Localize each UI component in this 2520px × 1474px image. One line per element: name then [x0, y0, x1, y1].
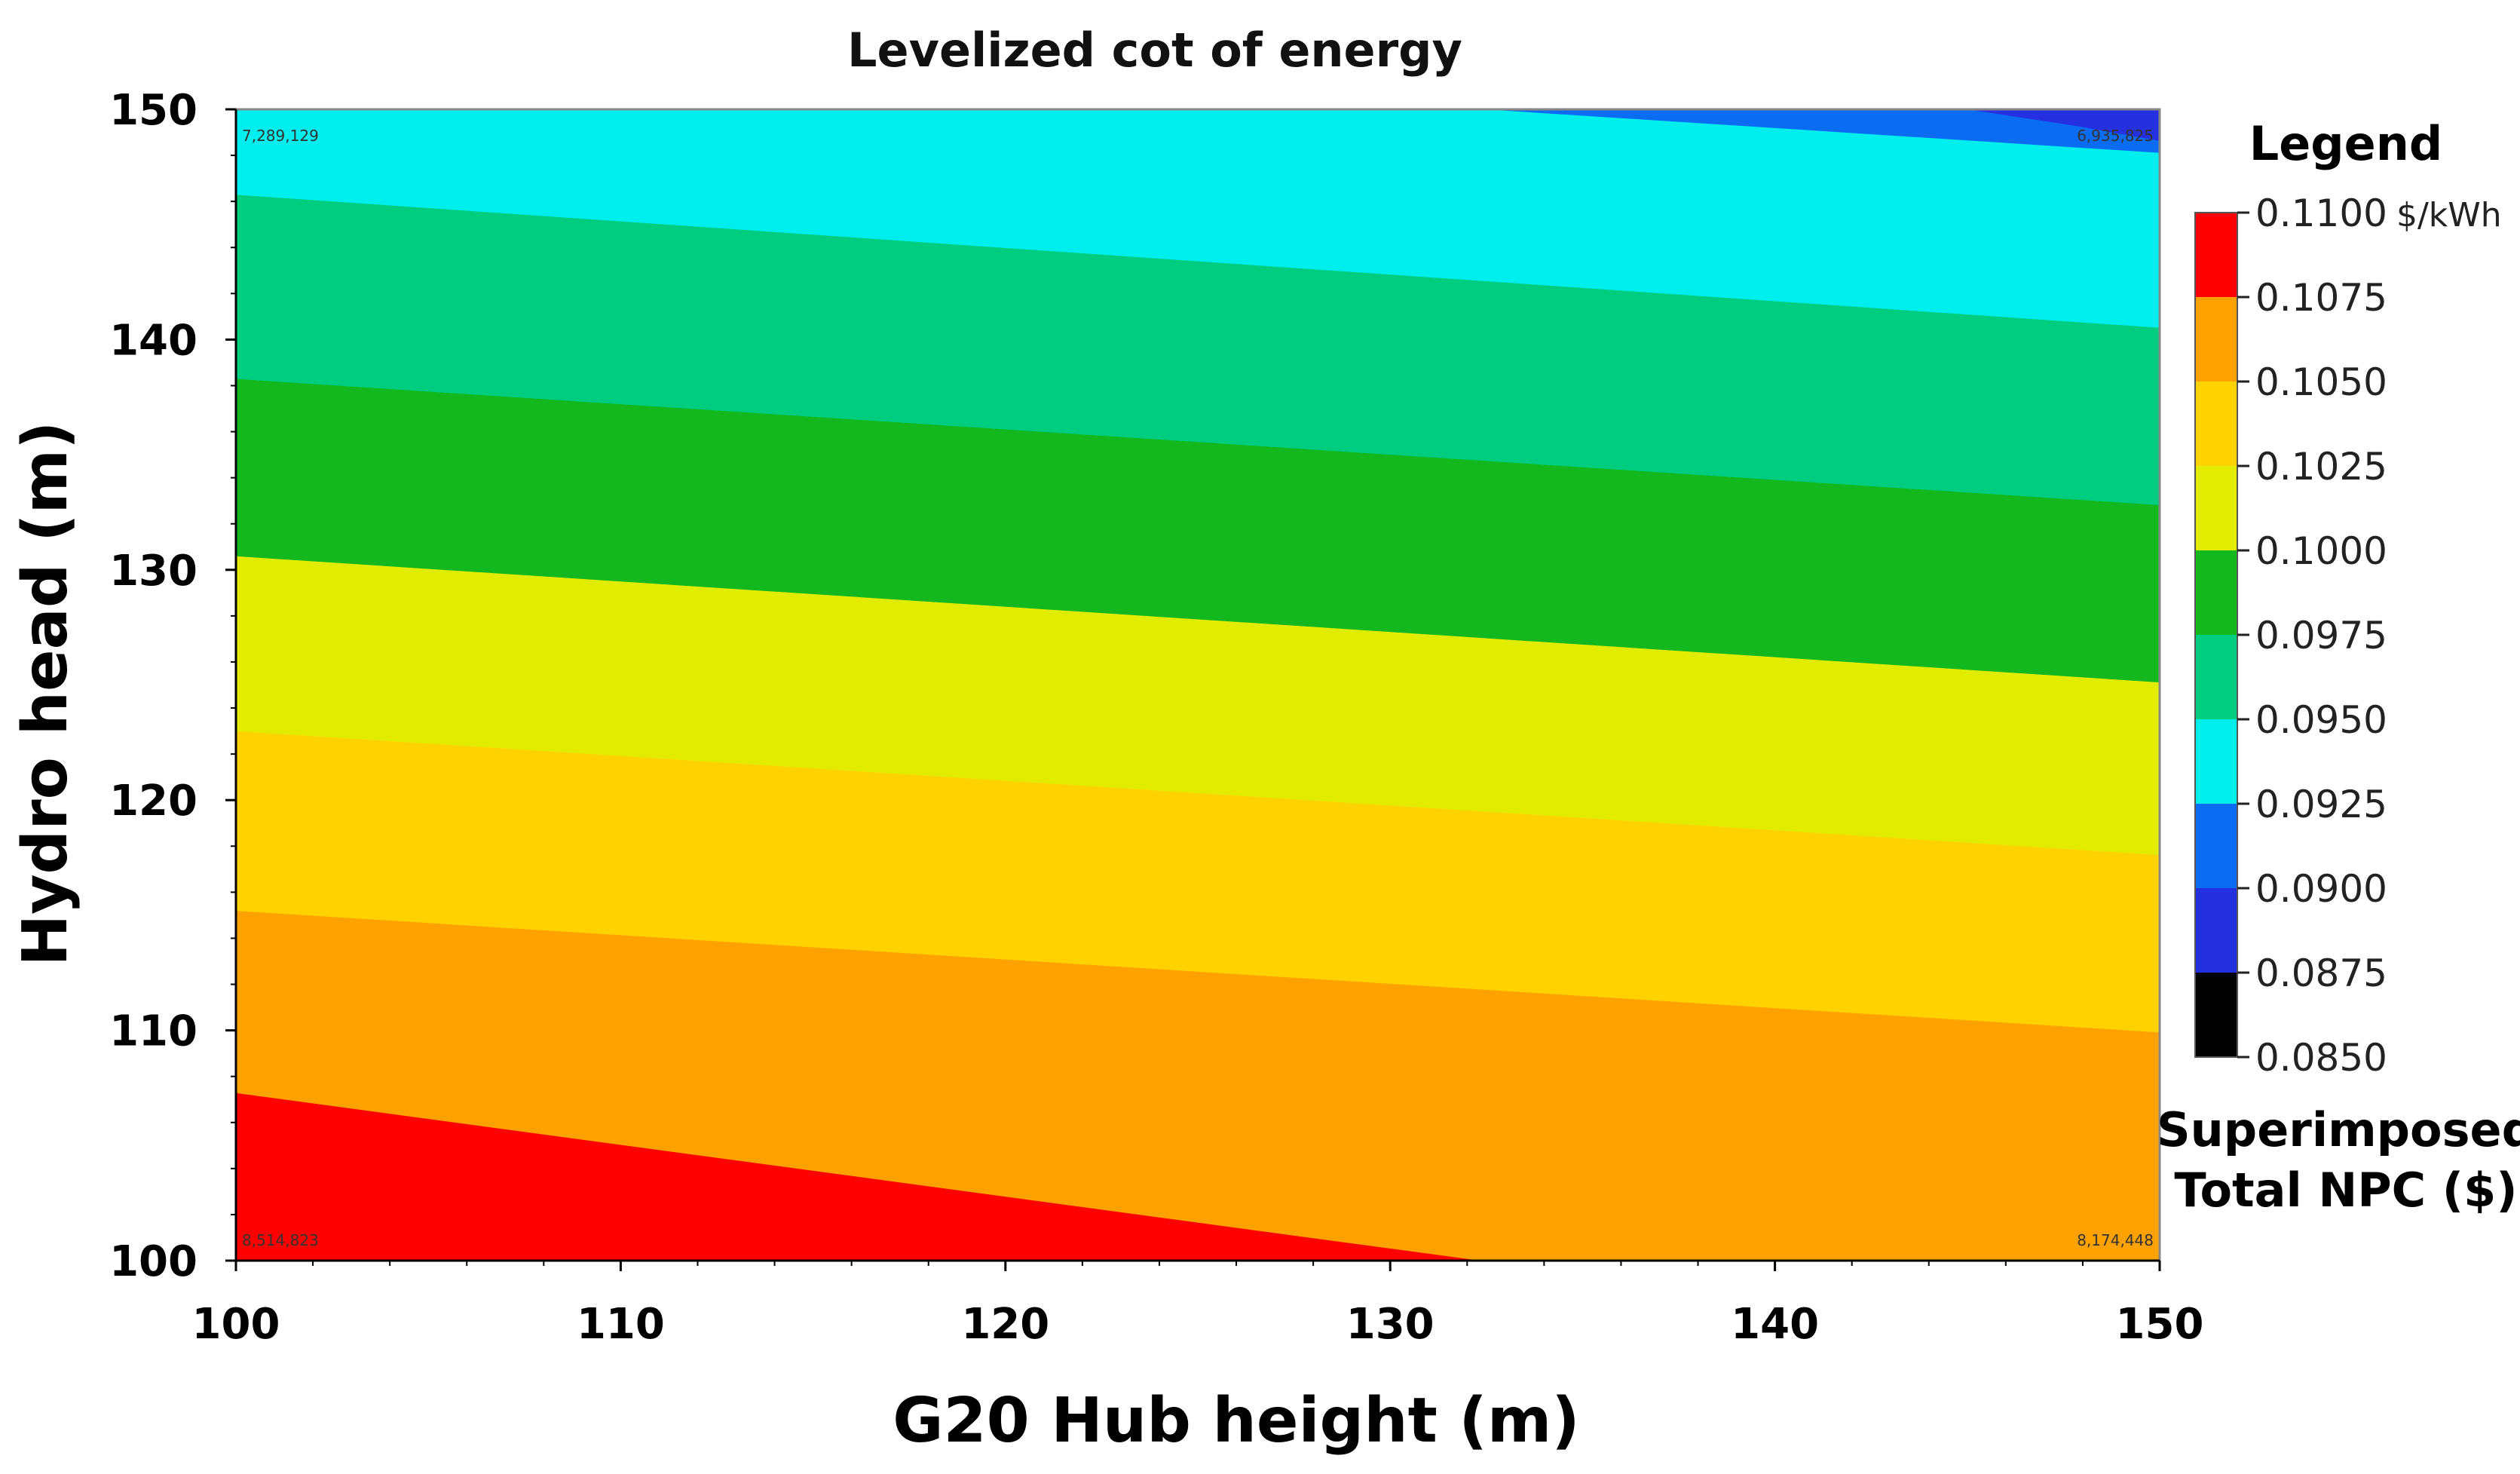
legend-colorbar — [2194, 212, 2238, 1058]
legend-superimposed-label: Superimposed — [2157, 1102, 2520, 1157]
legend-tick-label-0.0850: 0.0850 — [2255, 1036, 2387, 1080]
legend-tick-labels: 0.1100 $/kWh 0.1075 0.1050 0.1025 0.1000 0.097… — [2237, 192, 2502, 1080]
legend-swatch-0.0875 — [2195, 888, 2237, 973]
y-tick-label: 150 — [109, 86, 197, 135]
legend-swatch-0.1000 — [2195, 466, 2237, 551]
legend-swatch-0.0900 — [2195, 804, 2237, 889]
legend-total-npc-label: Total NPC ($) — [2174, 1163, 2517, 1218]
y-axis-label: Hydro head (m) — [10, 421, 81, 966]
contour-band-0.1075-0.1100 — [236, 1092, 1480, 1261]
legend-swatch-0.0950 — [2195, 635, 2237, 720]
y-tick-label: 110 — [109, 1007, 197, 1056]
plot-area: 7,289,129 6,935,825 8,514,823 8,174,448 — [234, 108, 2161, 1262]
y-tick-label: 130 — [109, 547, 197, 596]
x-tick-label: 120 — [961, 1300, 1049, 1349]
legend-tick-label-0.0900: 0.0900 — [2255, 867, 2387, 911]
legend-tick-label-0.1050: 0.1050 — [2255, 360, 2387, 404]
legend-swatch-0.1025 — [2195, 382, 2237, 467]
npc-label-bottom-right: 8,174,448 — [2077, 1231, 2154, 1249]
x-tick-label: 100 — [192, 1300, 280, 1349]
y-tick-label: 120 — [109, 777, 197, 826]
legend-tick-label-0.0950: 0.0950 — [2255, 698, 2387, 742]
contour-bands — [236, 109, 2160, 1261]
legend-swatch-0.0925 — [2195, 719, 2237, 804]
legend-tick-label-0.0925: 0.0925 — [2255, 783, 2387, 826]
x-tick-label: 140 — [1731, 1300, 1819, 1349]
npc-label-top-left: 7,289,129 — [242, 127, 319, 145]
legend-tick-label-0.0975: 0.0975 — [2255, 614, 2387, 657]
y-tick-label: 100 — [109, 1237, 197, 1286]
legend-swatch-0.0850 — [2195, 973, 2237, 1058]
legend: Legend 0.1100 $/kWh 0.1075 0.1050 0.1025 0.10… — [2157, 116, 2520, 1218]
legend-swatch-0.1075 — [2195, 213, 2237, 298]
legend-tick-label-0.1075: 0.1075 — [2255, 276, 2387, 320]
x-tick-label: 150 — [2116, 1300, 2204, 1349]
legend-swatch-0.0975 — [2195, 550, 2237, 636]
x-tick-label: 130 — [1346, 1300, 1435, 1349]
legend-tick-label-0.1000: 0.1000 — [2255, 529, 2387, 573]
axes: 100 110 120 130 140 150 100 110 120 130 140 150 — [109, 86, 2203, 1349]
legend-tick-label-0.1025: 0.1025 — [2255, 445, 2387, 489]
x-axis-label: G20 Hub height (m) — [893, 1385, 1580, 1457]
npc-label-bottom-left: 8,514,823 — [242, 1231, 319, 1249]
npc-label-top-right: 6,935,825 — [2077, 127, 2154, 145]
legend-tick-label-0.0875: 0.0875 — [2255, 952, 2387, 995]
legend-tick-label-0.1100: 0.1100 $/kWh — [2255, 192, 2502, 235]
legend-unit: $/kWh — [2396, 196, 2502, 234]
x-tick-label: 110 — [577, 1300, 665, 1349]
contour-band-dark-corner — [1967, 109, 2160, 141]
y-tick-label: 140 — [109, 316, 197, 365]
legend-title: Legend — [2249, 116, 2443, 171]
legend-swatch-0.1050 — [2195, 297, 2237, 382]
chart-title: Levelized cot of energy — [847, 23, 1462, 78]
